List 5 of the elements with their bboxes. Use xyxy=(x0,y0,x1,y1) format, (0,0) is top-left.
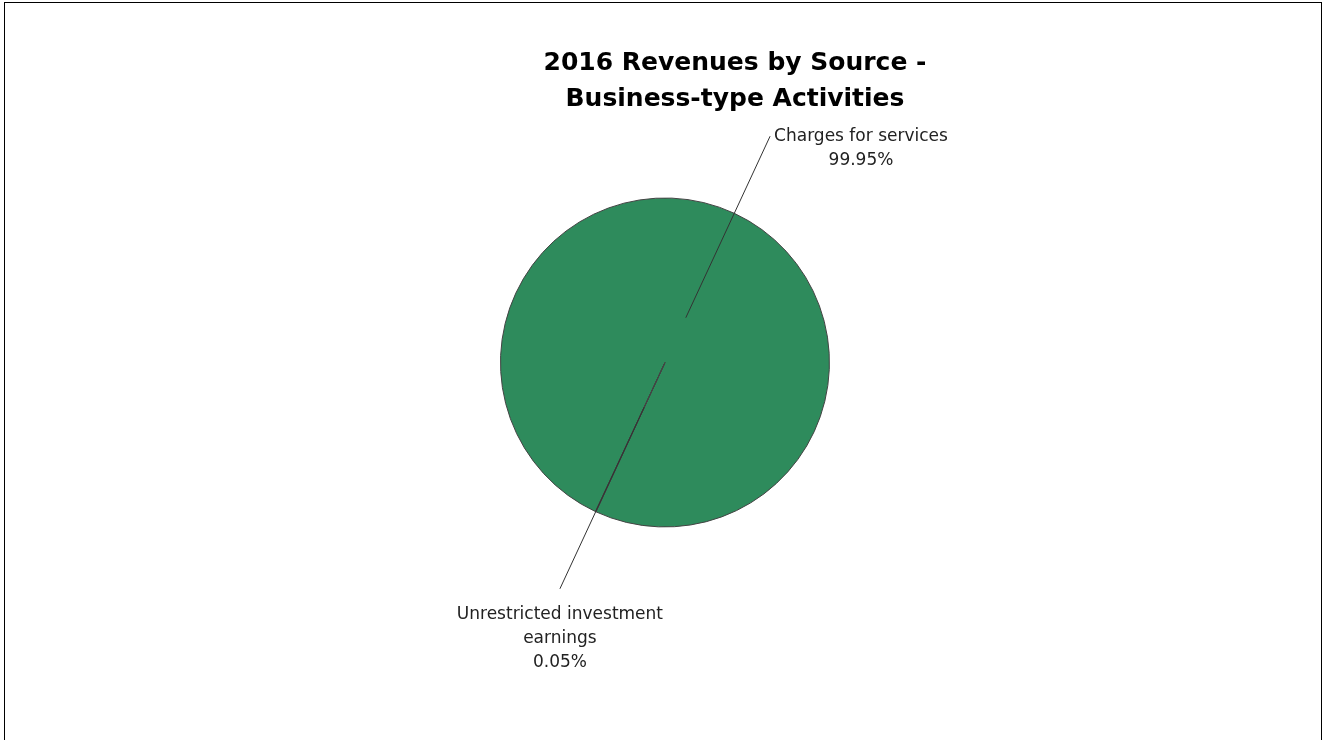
chart-title: 2016 Revenues by Source - Business-type Activities xyxy=(542,46,928,114)
slice-label: Unrestricted investment earnings xyxy=(456,603,664,648)
data-label: 0.05% xyxy=(532,651,587,672)
slice-label: Charges for services xyxy=(774,124,949,145)
data-label: 99.95% xyxy=(828,148,894,169)
